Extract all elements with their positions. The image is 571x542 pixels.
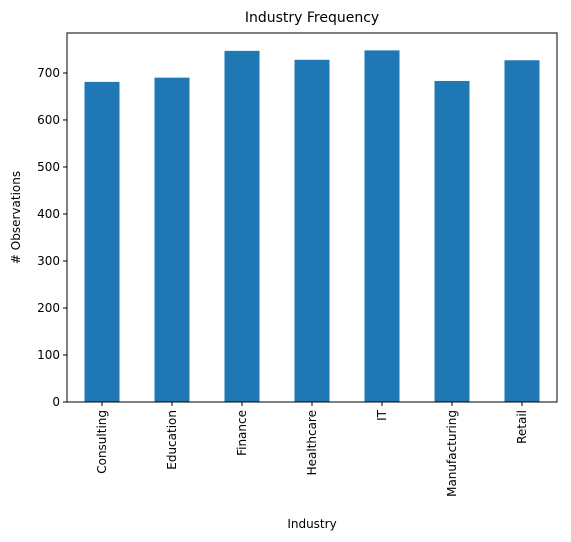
bar-manufacturing: [434, 80, 470, 402]
y-tick-label: 700: [37, 66, 60, 80]
y-tick-label: 600: [37, 113, 60, 127]
chart-title: Industry Frequency: [245, 10, 379, 26]
x-tick-label: Finance: [235, 410, 249, 456]
y-tick-label: 500: [37, 160, 60, 174]
x-tick-label: Education: [165, 410, 179, 470]
bar-it: [364, 50, 400, 402]
bar-retail: [504, 60, 540, 402]
x-tick-label: Retail: [515, 410, 529, 444]
plot-frame: [66, 32, 558, 403]
y-tick-label: 400: [37, 207, 60, 221]
bar-consulting: [84, 81, 120, 402]
bars-group: [84, 50, 540, 402]
y-tick-label: 0: [52, 395, 60, 409]
x-tick-label: Consulting: [95, 410, 109, 474]
x-axis-label: Industry: [287, 517, 336, 531]
x-tick-label: Healthcare: [305, 410, 319, 475]
x-tick-label: IT: [375, 409, 389, 421]
x-tick-label: Manufacturing: [445, 410, 459, 497]
y-tick-label: 100: [37, 348, 60, 362]
y-tick-label: 300: [37, 254, 60, 268]
y-axis-label: # Observations: [9, 171, 23, 264]
y-axis-ticks: 0 100 200 300 400 500 600 700: [37, 66, 67, 409]
bar-healthcare: [294, 59, 330, 402]
bar-finance: [224, 50, 260, 402]
x-axis-ticks: Consulting Education Finance Healthcare IT Ma…: [95, 402, 529, 497]
bar-education: [154, 77, 190, 402]
y-tick-label: 200: [37, 301, 60, 315]
